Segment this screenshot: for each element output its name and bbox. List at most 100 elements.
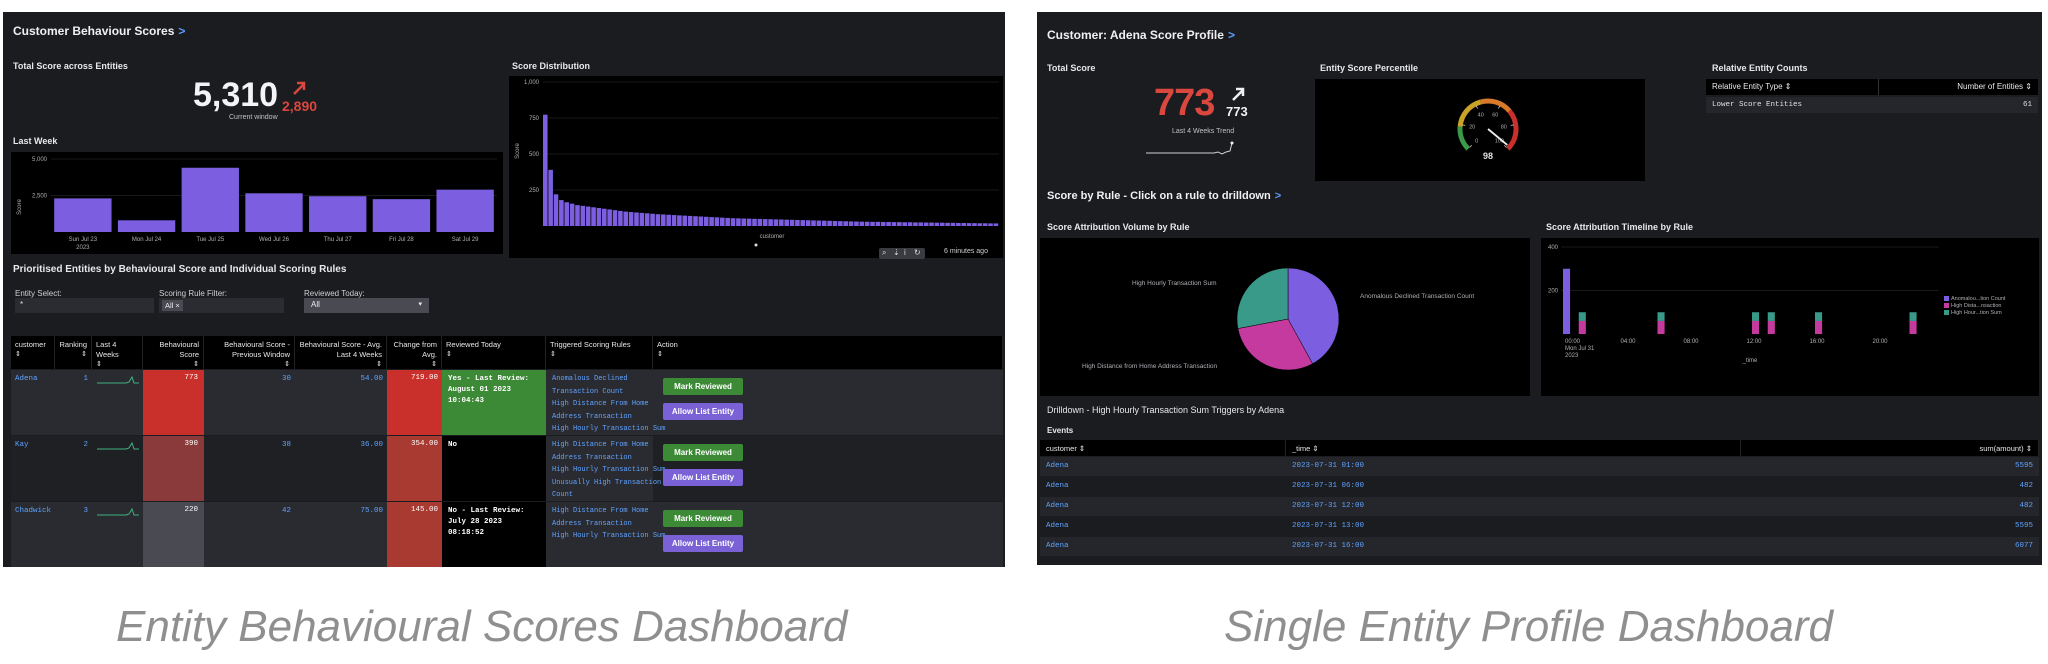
- bar[interactable]: [655, 214, 661, 226]
- bar[interactable]: [741, 218, 747, 226]
- bar[interactable]: [859, 221, 865, 226]
- column-header[interactable]: Last 4 Weeks ⇕: [92, 336, 143, 369]
- triggered-rule-link[interactable]: Address Transaction: [552, 519, 632, 528]
- column-header[interactable]: customer ⇕: [11, 336, 55, 369]
- triggered-rule-link[interactable]: High Hourly Transaction Sum: [552, 425, 666, 433]
- customer-link[interactable]: Adena: [1046, 502, 1069, 510]
- bar[interactable]: [671, 215, 677, 226]
- bar[interactable]: [956, 222, 961, 226]
- bar[interactable]: [800, 220, 806, 226]
- customer-link[interactable]: Adena: [1046, 542, 1069, 550]
- chevron-right-icon[interactable]: >: [178, 24, 186, 38]
- bar[interactable]: [768, 219, 773, 226]
- bar[interactable]: [982, 223, 988, 226]
- bar[interactable]: [602, 208, 607, 226]
- customer-link[interactable]: Adena: [1046, 462, 1069, 470]
- bar[interactable]: [559, 200, 564, 226]
- scoring-rule-filter-input[interactable]: All ×: [159, 298, 284, 313]
- triggered-rule-link[interactable]: High Distance From Home: [552, 441, 649, 449]
- sort-icon[interactable]: ⇕: [431, 361, 437, 368]
- bar[interactable]: [687, 215, 693, 226]
- column-header[interactable]: customer ⇕: [1040, 440, 1286, 456]
- bar[interactable]: [580, 205, 586, 226]
- timeline-bar[interactable]: [1815, 312, 1823, 321]
- column-header[interactable]: Triggered Scoring Rules ⇕: [546, 336, 653, 369]
- bar[interactable]: [591, 207, 596, 226]
- triggered-rule-link[interactable]: High Hourly Transaction Sum: [552, 466, 666, 474]
- pie-slice[interactable]: [1236, 267, 1289, 329]
- sort-icon[interactable]: ⇕: [657, 351, 663, 358]
- bar[interactable]: [634, 212, 639, 226]
- bar[interactable]: [54, 198, 112, 232]
- column-header[interactable]: Change from Avg. ⇕: [387, 336, 442, 369]
- bar[interactable]: [913, 222, 918, 226]
- legend-label[interactable]: High Hour...tion Sum: [1951, 310, 2002, 316]
- bar[interactable]: [693, 216, 698, 226]
- bar[interactable]: [746, 218, 752, 226]
- bar[interactable]: [623, 211, 629, 226]
- pie-slice[interactable]: [1287, 267, 1340, 365]
- column-header[interactable]: Behavioural Score - Avg. Last 4 Weeks ⇕: [295, 336, 387, 369]
- bar[interactable]: [934, 222, 940, 226]
- triggered-rule-link[interactable]: Unusually High Transaction: [552, 478, 662, 487]
- timeline-bar[interactable]: [1909, 320, 1917, 334]
- bar[interactable]: [832, 220, 838, 226]
- column-header[interactable]: Action ⇕: [653, 336, 1003, 369]
- bar[interactable]: [848, 221, 854, 226]
- bar[interactable]: [993, 223, 999, 226]
- bar[interactable]: [784, 219, 789, 226]
- sort-icon[interactable]: ⇕: [15, 351, 21, 358]
- mark-reviewed-button[interactable]: Mark Reviewed: [663, 444, 743, 461]
- bar[interactable]: [564, 202, 570, 226]
- bar[interactable]: [880, 221, 886, 226]
- bar[interactable]: [181, 167, 239, 232]
- timeline-bar[interactable]: [1578, 312, 1586, 321]
- bar[interactable]: [575, 205, 580, 226]
- bar[interactable]: [607, 209, 612, 226]
- mark-reviewed-button[interactable]: Mark Reviewed: [663, 378, 743, 395]
- col-relative-entity-type[interactable]: Relative Entity Type ⇕: [1712, 82, 1792, 91]
- bar[interactable]: [789, 219, 795, 226]
- bar[interactable]: [854, 221, 859, 226]
- bar[interactable]: [309, 196, 367, 232]
- bar[interactable]: [709, 217, 714, 226]
- bar[interactable]: [923, 222, 929, 226]
- bar[interactable]: [730, 218, 736, 226]
- triggered-rule-link[interactable]: Address Transaction: [552, 453, 632, 462]
- chevron-right-icon[interactable]: >: [1274, 190, 1282, 202]
- reviewed-today-select[interactable]: All ▾: [304, 298, 429, 313]
- bar[interactable]: [795, 219, 800, 226]
- timeline-bar[interactable]: [1815, 320, 1823, 334]
- rule-section-title[interactable]: Score by Rule - Click on a rule to drill…: [1047, 190, 1281, 202]
- bar[interactable]: [372, 199, 431, 232]
- bar[interactable]: [618, 210, 623, 226]
- bar[interactable]: [988, 223, 993, 226]
- triggered-rule-link[interactable]: Transaction Count: [552, 387, 624, 396]
- bar[interactable]: [816, 220, 822, 226]
- scoring-rule-chip[interactable]: All ×: [162, 300, 183, 311]
- bar[interactable]: [736, 218, 741, 226]
- entity-select-input[interactable]: *: [15, 298, 154, 313]
- bar[interactable]: [666, 214, 671, 226]
- column-header[interactable]: Ranking ⇕: [55, 336, 92, 369]
- bar[interactable]: [245, 193, 303, 232]
- bar[interactable]: [436, 189, 494, 232]
- customer-link[interactable]: Adena: [15, 375, 38, 383]
- sort-icon[interactable]: ⇕: [550, 351, 556, 358]
- bar[interactable]: [661, 214, 666, 226]
- bar[interactable]: [821, 220, 827, 226]
- customer-link[interactable]: Adena: [1046, 482, 1069, 490]
- bar[interactable]: [779, 219, 784, 226]
- allow-list-entity-button[interactable]: Allow List Entity: [663, 403, 743, 420]
- bar[interactable]: [945, 222, 950, 226]
- sort-icon[interactable]: ⇕: [96, 361, 102, 368]
- triggered-rule-link[interactable]: Address Transaction: [552, 412, 632, 421]
- allow-list-entity-button[interactable]: Allow List Entity: [663, 535, 743, 552]
- customer-link[interactable]: Kay: [15, 441, 29, 449]
- page-dot[interactable]: [754, 243, 758, 247]
- bar[interactable]: [757, 218, 763, 226]
- column-header[interactable]: Reviewed Today ⇕: [442, 336, 546, 369]
- dashboard-title[interactable]: Customer Behaviour Scores >: [13, 24, 185, 38]
- bar[interactable]: [939, 222, 945, 226]
- bar[interactable]: [907, 222, 913, 226]
